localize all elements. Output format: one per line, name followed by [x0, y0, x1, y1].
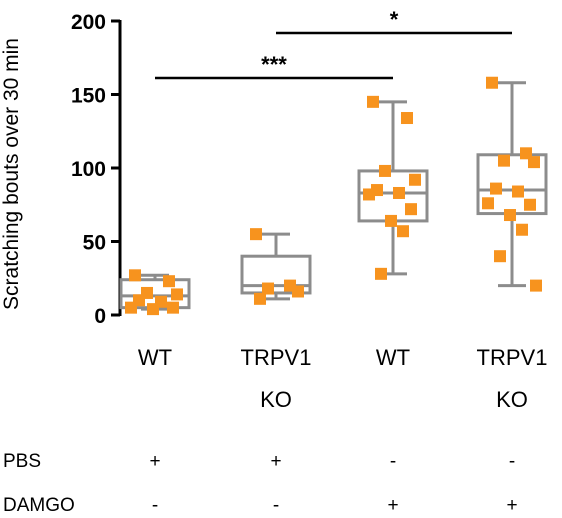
condition-value-damgo-2: -	[273, 495, 279, 516]
condition-value-pbs-2: +	[270, 451, 281, 472]
condition-value-pbs-4: -	[509, 451, 515, 472]
y-tick-label-100: 100	[71, 158, 106, 181]
y-axis-label: Scratching bouts over 30 min	[0, 38, 23, 310]
y-tick-label-150: 150	[71, 85, 106, 108]
group-label-4-line-1: TRPV1	[477, 345, 548, 370]
data-point	[250, 228, 262, 241]
condition-value-damgo-3: +	[387, 495, 398, 516]
data-point	[504, 209, 516, 222]
condition-label-damgo: DAMGO	[3, 495, 75, 516]
data-point	[512, 185, 524, 198]
data-point	[163, 275, 175, 288]
data-point	[129, 269, 141, 282]
significance-label-2: *	[390, 7, 399, 32]
data-point	[401, 112, 413, 125]
data-point	[409, 173, 421, 186]
data-point	[171, 288, 183, 301]
box-group-4	[476, 81, 548, 288]
data-point	[167, 301, 179, 314]
point-layer	[125, 76, 542, 316]
group-label-3-line-1: WT	[376, 345, 410, 370]
data-point	[524, 198, 536, 211]
data-point	[379, 164, 391, 177]
group-label-2-line-2: KO	[260, 387, 292, 412]
group-label-layer: WT TRPV1 KO WT TRPV1 KO	[138, 345, 548, 412]
y-tick-label-0: 0	[94, 305, 106, 328]
data-point	[397, 225, 409, 238]
group-label-1-line-1: WT	[138, 345, 172, 370]
condition-value-pbs-3: -	[390, 451, 396, 472]
data-point	[262, 282, 274, 295]
data-point	[490, 182, 502, 195]
box-layer	[119, 81, 548, 311]
data-point	[498, 154, 510, 167]
data-point	[393, 186, 405, 199]
data-point	[254, 292, 266, 305]
group-label-2-line-1: TRPV1	[241, 345, 312, 370]
data-point	[363, 188, 375, 201]
condition-value-pbs-1: +	[149, 451, 160, 472]
condition-table: PBS + + - - DAMGO - - + +	[3, 451, 518, 516]
significance-label-1: ***	[261, 52, 287, 77]
data-point	[367, 95, 379, 108]
iqr-box	[240, 254, 312, 295]
data-point	[494, 250, 506, 263]
data-point	[486, 76, 498, 89]
significance-layer: ****	[155, 7, 512, 80]
group-label-4-line-2: KO	[496, 387, 528, 412]
data-point	[125, 301, 137, 314]
data-point	[516, 223, 528, 236]
condition-label-pbs: PBS	[3, 451, 41, 472]
axis-layer: 0 50 100 150 200	[71, 11, 122, 328]
y-tick-label-50: 50	[83, 232, 106, 255]
data-point	[375, 267, 387, 280]
data-point	[385, 214, 397, 227]
data-point	[292, 285, 304, 298]
data-point	[530, 279, 542, 292]
condition-value-damgo-1: -	[152, 495, 158, 516]
data-point	[482, 197, 494, 210]
data-point	[528, 156, 540, 169]
condition-value-damgo-4: +	[506, 495, 517, 516]
box-group-2	[240, 232, 312, 301]
y-tick-label-200: 200	[71, 11, 106, 34]
data-point	[147, 303, 159, 316]
data-point	[405, 203, 417, 216]
